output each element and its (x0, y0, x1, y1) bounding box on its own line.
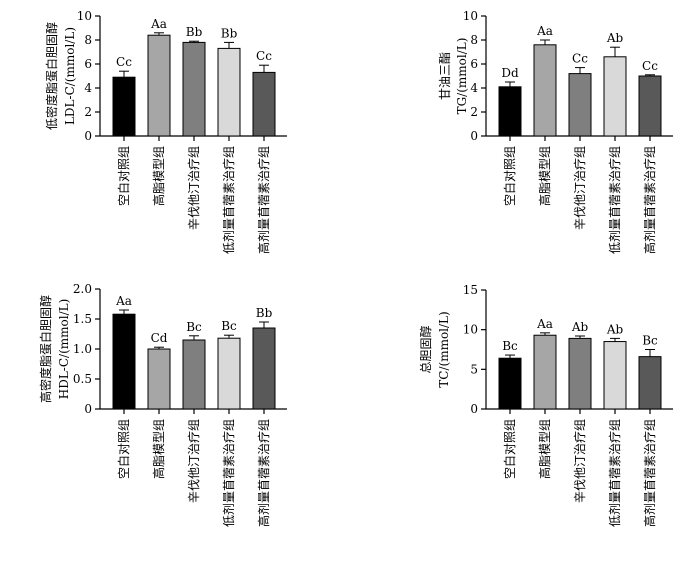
category-label: 高剂量苜蓿素治疗组 (256, 146, 271, 254)
y-tick-label: 10 (463, 9, 478, 23)
bar (217, 337, 241, 410)
category-label: 高剂量苜蓿素治疗组 (642, 419, 657, 527)
category-label: 空白对照组 (502, 146, 517, 206)
y-axis-title-line-2: TG/(mmol/L) (455, 38, 469, 115)
y-tick-label: 6 (470, 57, 478, 71)
y-tick-label: 4 (84, 81, 92, 95)
significance-label: Bc (502, 339, 518, 353)
category-label: 高剂量苜蓿素治疗组 (256, 419, 271, 527)
category-label: 高剂量苜蓿素治疗组 (642, 146, 657, 254)
y-tick-label: 15 (463, 283, 478, 297)
bar (252, 71, 276, 137)
bar (638, 75, 662, 137)
bar (112, 313, 136, 410)
bar (638, 356, 662, 410)
bar (498, 86, 522, 137)
significance-label: Bc (642, 334, 658, 348)
category-label: 低剂量苜蓿素治疗组 (607, 146, 622, 254)
y-axis-title-line-1: 低密度脂蛋白胆固醇 (44, 22, 59, 130)
significance-label: Aa (536, 24, 553, 38)
y-tick-label: 4 (470, 81, 478, 95)
chart-panel-2: 0 2 4 6 8 10 甘油三酯 TG/(mmol/L) Dd 空白对照组 Aa 高脂模型组 Cc 辛伐… (438, 9, 673, 254)
category-label: 低剂量苜蓿素治疗组 (607, 419, 622, 527)
significance-label: Aa (536, 317, 553, 331)
significance-label: Bb (256, 306, 273, 320)
y-tick-label: 1.0 (73, 342, 92, 356)
y-tick-label: 0 (470, 129, 478, 143)
significance-label: Cc (256, 49, 272, 63)
y-axis-title-line-2: TC/(mmol/L) (437, 311, 451, 387)
bar (603, 341, 627, 410)
significance-label: Cc (572, 52, 588, 66)
significance-label: Cc (116, 55, 132, 69)
y-axis-title-line-1: 高密度脂蛋白胆固醇 (38, 295, 53, 403)
category-label: 辛伐他汀治疗组 (187, 146, 201, 230)
y-tick-label: 2.0 (73, 282, 92, 296)
significance-label: Ab (571, 320, 589, 334)
y-tick-label: 0 (84, 402, 92, 416)
bar (112, 76, 136, 137)
category-label: 高脂模型组 (537, 419, 552, 479)
y-tick-label: 5 (470, 362, 478, 376)
chart-panel-1: 0 2 4 6 8 10 低密度脂蛋白胆固醇 LDL-C/(mmol/L) Cc 空白对照组 Aa 高… (44, 9, 287, 254)
chart-panel-3: 0 0.5 1.0 1.5 2.0 高密度脂蛋白胆固醇 HDL-C/(mmol/L) Aa 空白… (38, 282, 287, 527)
significance-label: Ab (606, 322, 624, 336)
y-tick-label: 0 (470, 402, 478, 416)
category-label: 辛伐他汀治疗组 (573, 146, 587, 230)
y-axis-title-line-1: 甘油三酯 (438, 52, 452, 100)
y-tick-label: 0 (84, 129, 92, 143)
significance-label: Ab (606, 31, 624, 45)
category-label: 高脂模型组 (537, 146, 552, 206)
y-tick-label: 6 (84, 57, 92, 71)
significance-label: Cc (642, 59, 658, 73)
category-label: 高脂模型组 (151, 419, 166, 479)
y-tick-label: 2 (84, 105, 92, 119)
bar (568, 337, 592, 410)
bar (147, 348, 171, 410)
y-axis-title-line-1: 总胆固醇 (418, 325, 433, 373)
y-axis-title-line-2: LDL-C/(mmol/L) (63, 27, 77, 125)
y-tick-label: 8 (470, 33, 478, 47)
bar (252, 327, 276, 410)
bar (568, 73, 592, 137)
significance-label: Aa (115, 294, 132, 308)
y-tick-label: 8 (84, 33, 92, 47)
chart-panel-4: 0 5 10 15 总胆固醇 TC/(mmol/L) Bc 空白对照组 Aa 高脂模型组 Ab 辛伐他… (418, 283, 673, 527)
y-tick-label: 0.5 (73, 372, 92, 386)
significance-label: Bb (186, 25, 203, 39)
bar (182, 339, 206, 410)
category-label: 高脂模型组 (151, 146, 166, 206)
significance-label: Bc (186, 320, 202, 334)
category-label: 辛伐他汀治疗组 (573, 419, 587, 503)
category-label: 辛伐他汀治疗组 (187, 419, 201, 503)
bar (147, 34, 171, 137)
y-tick-label: 10 (463, 323, 478, 337)
significance-label: Aa (150, 17, 167, 31)
category-label: 空白对照组 (116, 146, 131, 206)
category-label: 低剂量苜蓿素治疗组 (221, 419, 236, 527)
category-label: 低剂量苜蓿素治疗组 (221, 146, 236, 254)
bar (533, 44, 557, 137)
bar (498, 357, 522, 410)
y-tick-label: 2 (470, 105, 478, 119)
y-axis-title-line-2: HDL-C/(mmol/L) (57, 299, 71, 400)
y-tick-label: 10 (77, 9, 92, 23)
bar (603, 56, 627, 137)
category-label: 空白对照组 (116, 419, 131, 479)
significance-label: Dd (501, 66, 519, 80)
category-label: 空白对照组 (502, 419, 517, 479)
bar (217, 47, 241, 137)
significance-label: Bc (221, 319, 237, 333)
significance-label: Cd (151, 331, 168, 345)
significance-label: Bb (221, 26, 238, 40)
bar (182, 41, 206, 137)
y-tick-label: 1.5 (73, 312, 92, 326)
bar (533, 334, 557, 410)
